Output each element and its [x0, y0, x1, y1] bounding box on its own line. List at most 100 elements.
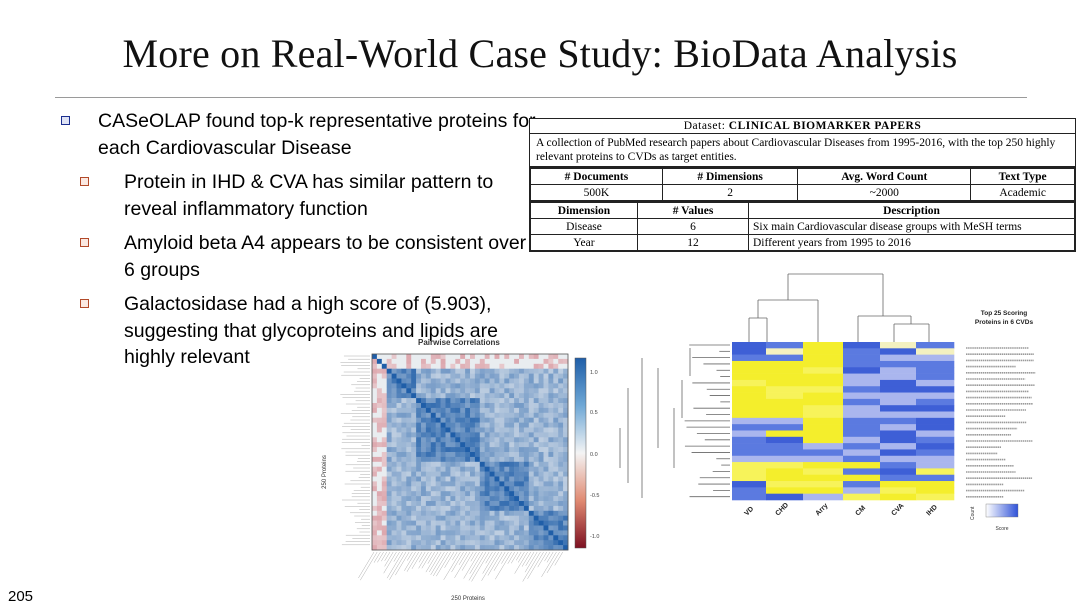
matrix-cell: [504, 535, 510, 541]
matrix-cell: [381, 393, 387, 399]
matrix-cell: [381, 417, 387, 423]
bullet-list: CASeOLAP found top-k representative prot…: [58, 108, 538, 379]
matrix-cell: [406, 378, 412, 384]
matrix-cell: [558, 358, 564, 365]
matrix-cell: [523, 427, 530, 433]
matrix-cell: [386, 368, 392, 374]
square-bullet-icon: [80, 238, 89, 247]
matrix-cell: [416, 515, 422, 521]
matrix-cell: [533, 422, 539, 428]
stats-cell: ~2000: [797, 184, 972, 201]
matrix-cell: [533, 393, 539, 399]
heatmap-cell: [916, 487, 955, 494]
heatmap-cell: [843, 411, 881, 419]
matrix-cell: [435, 525, 441, 531]
matrix-cell: [484, 525, 490, 531]
matrix-cell: [450, 378, 456, 384]
heatmap-cell: [803, 342, 844, 349]
matrix-cell: [440, 486, 446, 492]
heatmap-cell: [916, 392, 955, 400]
matrix-cell: [509, 407, 515, 414]
matrix-cell: [548, 510, 554, 516]
matrix-cell: [416, 540, 422, 546]
matrix-cell: [543, 530, 549, 536]
matrix-cell: [416, 363, 422, 369]
matrix-cell: [484, 466, 490, 472]
caption-name: CLINICAL BIOMARKER PAPERS: [728, 120, 922, 132]
matrix-cell: [484, 540, 490, 546]
matrix-cell: [499, 535, 505, 541]
matrix-cell: [558, 545, 564, 551]
matrix-cell: [435, 363, 441, 369]
matrix-cell: [406, 515, 412, 521]
matrix-cell: [416, 525, 422, 531]
matrix-cell: [445, 383, 451, 389]
matrix-cell: [381, 354, 387, 360]
matrix-cell: [445, 388, 451, 394]
matrix-cell: [386, 373, 392, 379]
matrix-cell: [499, 461, 505, 467]
matrix-cell: [528, 476, 534, 482]
matrix-cell: [386, 422, 392, 428]
matrix-cell: [548, 378, 554, 384]
matrix-cell: [416, 398, 422, 404]
matrix-cell: [421, 515, 427, 521]
matrix-cell: [489, 393, 495, 399]
matrix-cell: [440, 412, 446, 418]
matrix-cell: [416, 456, 422, 463]
matrix-cell: [396, 403, 402, 409]
matrix-cell: [553, 501, 559, 507]
matrix-cell: [470, 466, 476, 472]
matrix-cell: [504, 368, 510, 374]
matrix-cell: [450, 407, 456, 414]
matrix-cell: [479, 398, 485, 404]
matrix-cell: [548, 501, 554, 507]
matrix-cell: [563, 476, 569, 482]
matrix-cell: [538, 393, 544, 399]
matrix-cell: [528, 398, 534, 404]
heatmap-cell: [766, 487, 804, 494]
column-label: VD: [743, 506, 755, 518]
matrix-cell: [509, 354, 515, 360]
matrix-cell: [558, 417, 564, 423]
matrix-cell: [381, 530, 387, 536]
sub-bullet-item: Amyloid beta A4 appears to be consistent…: [58, 230, 538, 283]
matrix-cell: [470, 358, 476, 365]
matrix-cell: [401, 388, 407, 394]
heatmap-cell: [843, 342, 881, 349]
matrix-cell: [396, 447, 402, 453]
matrix-cell: [533, 417, 539, 423]
matrix-cell: [548, 437, 554, 443]
matrix-cell: [523, 383, 530, 389]
page-number: 205: [8, 588, 34, 605]
matrix-cell: [548, 466, 554, 472]
matrix-cell: [514, 442, 520, 448]
matrix-cell: [465, 363, 471, 369]
heatmap-cell: [732, 386, 767, 393]
matrix-cell: [465, 501, 471, 507]
matrix-cell: [440, 383, 446, 389]
matrix-cell: [445, 486, 451, 492]
matrix-cell: [381, 398, 387, 404]
matrix-cell: [381, 486, 387, 492]
matrix-cell: [479, 383, 485, 389]
heatmap-cell: [843, 436, 881, 444]
matrix-cell: [386, 452, 392, 458]
matrix-cell: [479, 437, 485, 443]
matrix-cell: [499, 368, 505, 374]
matrix-cell: [372, 403, 378, 409]
matrix-cell: [543, 393, 549, 399]
matrix-cell: [430, 481, 436, 487]
matrix-cell: [479, 540, 485, 546]
matrix-cell: [411, 363, 417, 369]
matrix-cell: [401, 505, 407, 512]
matrix-cell: [499, 501, 505, 507]
matrix-cell: [538, 481, 544, 487]
matrix-cell: [411, 437, 417, 443]
matrix-cell: [372, 412, 378, 418]
matrix-cell: [504, 427, 510, 433]
matrix-cell: [416, 471, 422, 477]
matrix-cell: [430, 471, 436, 477]
matrix-cell: [494, 501, 500, 507]
matrix-cell: [533, 398, 539, 404]
